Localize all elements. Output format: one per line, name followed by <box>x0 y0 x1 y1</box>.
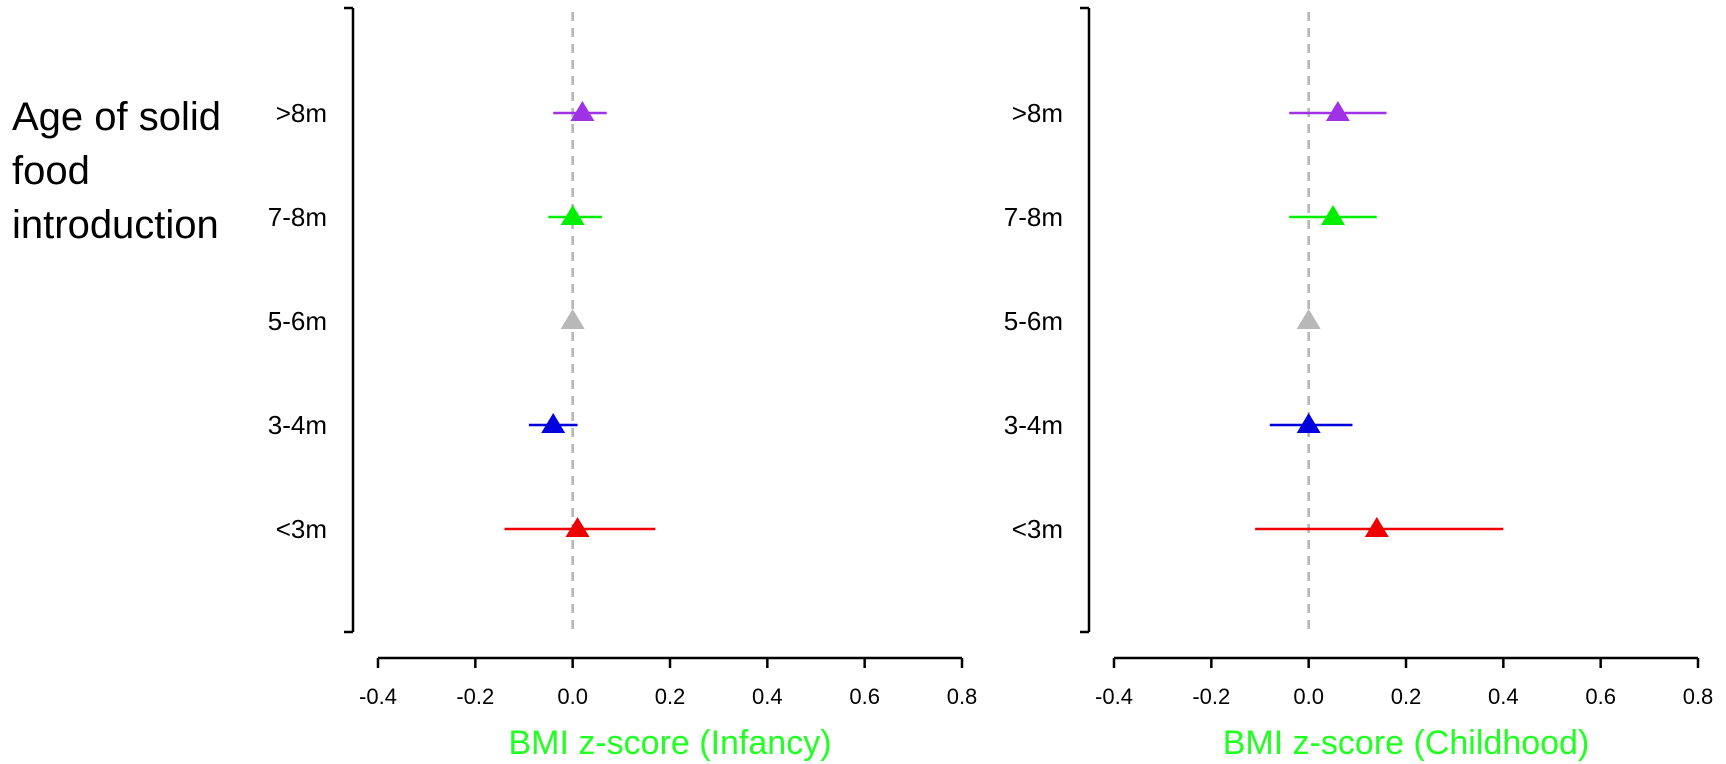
panel-1-x-tick-label: 0.2 <box>655 684 686 709</box>
panel-2-x-axis-label: BMI z-score (Childhood) <box>1223 724 1590 762</box>
panel-2-x-tick-label: -0.2 <box>1192 684 1230 709</box>
panel-2-category-label: 3-4m <box>1004 410 1063 440</box>
panel-2-point-marker <box>1296 413 1321 433</box>
panel-2-point-marker <box>1364 517 1389 537</box>
panel-1-x-tick-label: 0.8 <box>947 684 978 709</box>
panel-2-point-marker <box>1325 101 1350 121</box>
panel-1-x-tick-label: -0.2 <box>456 684 494 709</box>
panel-1-x-tick-label: 0.6 <box>849 684 880 709</box>
panel-2-category-label: >8m <box>1012 98 1063 128</box>
panel-1-category-label: 5-6m <box>268 306 327 336</box>
panel-1-point-marker <box>560 205 585 225</box>
panel-1-category-label: 7-8m <box>268 202 327 232</box>
panel-2-x-tick-label: 0.6 <box>1585 684 1616 709</box>
panel-1-x-tick-label: 0.0 <box>557 684 588 709</box>
panel-2-category-label: 5-6m <box>1004 306 1063 336</box>
panel-1-point-marker <box>570 101 595 121</box>
side-axis-title-line-3: introduction <box>12 203 219 247</box>
panel-1-category-label: <3m <box>276 514 327 544</box>
panel-1-x-axis-label: BMI z-score (Infancy) <box>508 724 831 762</box>
panel-1-point-marker <box>560 309 585 329</box>
panel-2-point-marker <box>1296 309 1321 329</box>
panel-1-point-marker <box>541 413 566 433</box>
panel-2-x-tick-label: -0.4 <box>1095 684 1133 709</box>
panel-2-category-label: <3m <box>1012 514 1063 544</box>
panel-1-category-label: 3-4m <box>268 410 327 440</box>
panel-2-x-tick-label: 0.8 <box>1683 684 1714 709</box>
panel-1-category-label: >8m <box>276 98 327 128</box>
panel-2-x-tick-label: 0.4 <box>1488 684 1519 709</box>
panel-1-point-marker <box>565 517 590 537</box>
side-axis-title-line-1: Age of solid <box>12 95 222 139</box>
panel-2-category-label: 7-8m <box>1004 202 1063 232</box>
side-axis-title-line-2: food <box>12 149 90 193</box>
side-axis-title: Age of solid food introduction <box>12 90 252 252</box>
panel-2-x-tick-label: 0.2 <box>1391 684 1422 709</box>
panel-2-point-marker <box>1321 205 1345 225</box>
panel-2-x-tick-label: 0.0 <box>1293 684 1324 709</box>
panel-1-x-tick-label: 0.4 <box>752 684 783 709</box>
panel-1-x-tick-label: -0.4 <box>359 684 397 709</box>
